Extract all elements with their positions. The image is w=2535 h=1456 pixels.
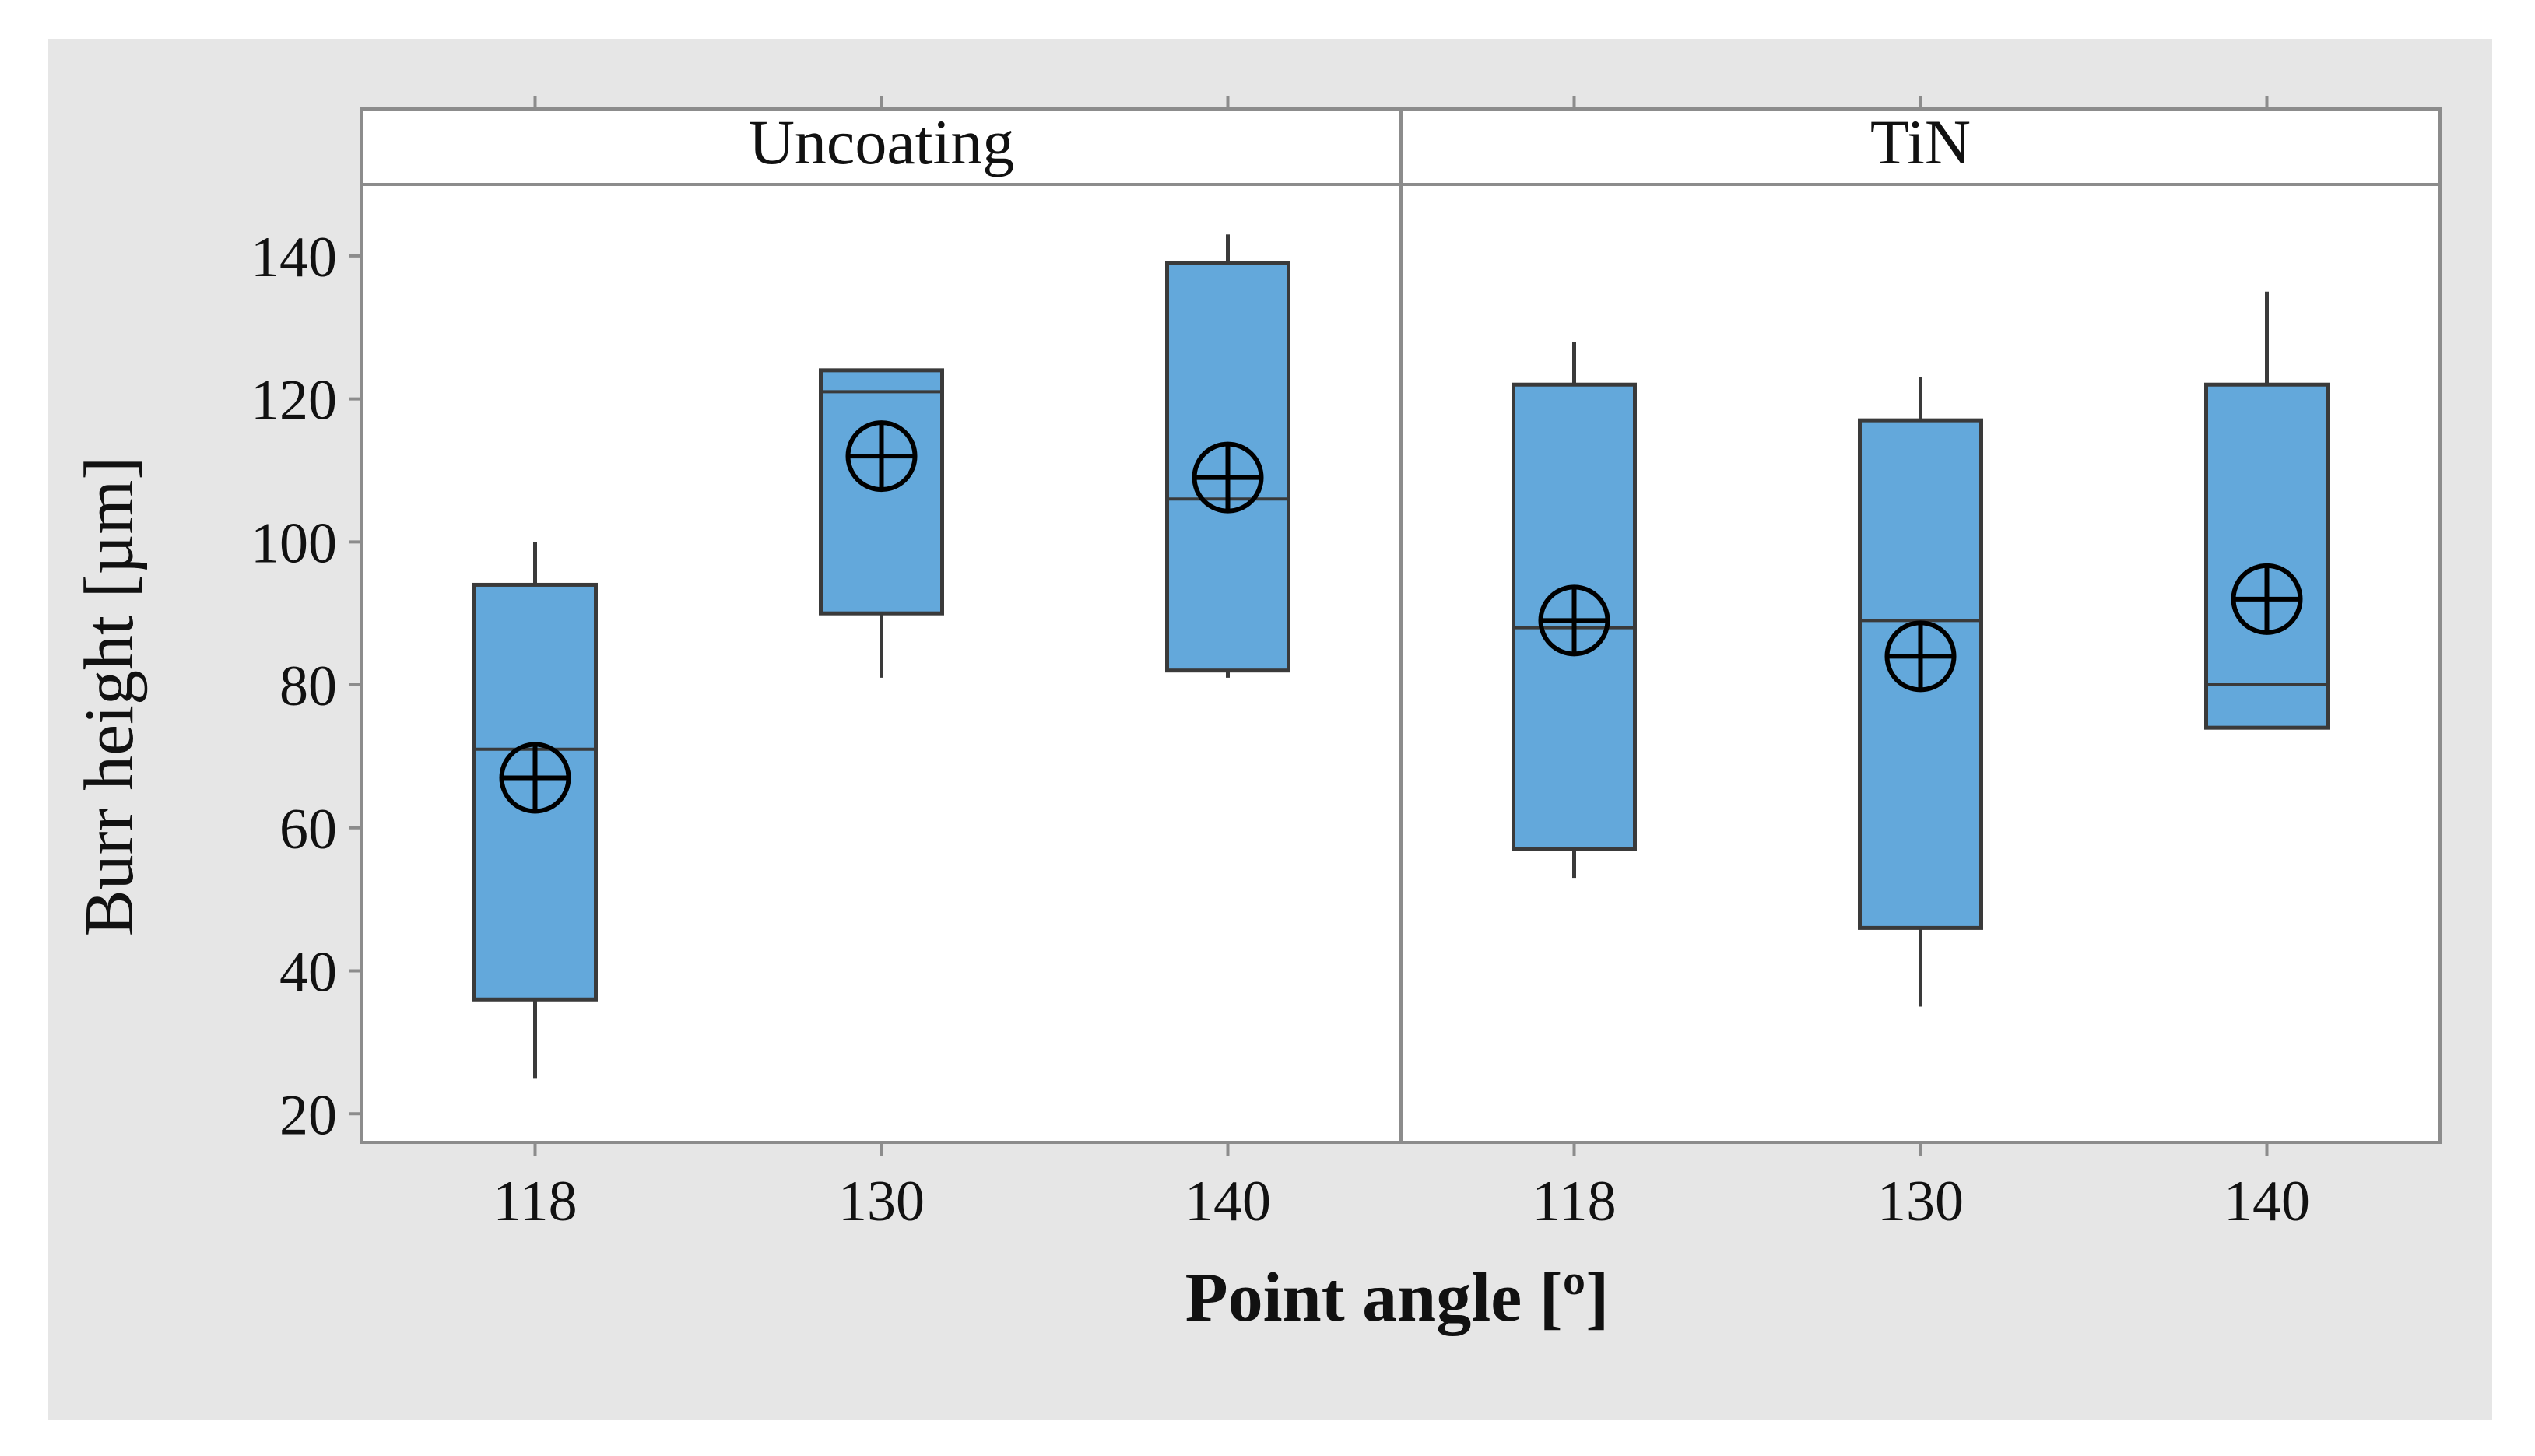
panel-strip-header	[1399, 107, 2442, 186]
box-tin-118	[1512, 342, 1637, 879]
y-tick-label: 40	[279, 941, 337, 1005]
x-tick-label: 140	[1185, 1170, 1271, 1233]
x-tick-label: 130	[1877, 1170, 1964, 1233]
panel-title: TiN	[1870, 107, 1971, 177]
panel-uncoating: Uncoating 118 130 140	[360, 96, 1403, 1233]
panels-group: Uncoating 118 130 140 TiN 118 130 140	[360, 96, 2442, 1233]
mean-marker-icon	[845, 420, 918, 493]
x-axis-title: Point angle [º]	[1185, 1259, 1610, 1336]
panel-tin: TiN 118 130 140	[1399, 96, 2442, 1233]
x-tick-label: 118	[1532, 1170, 1616, 1233]
mean-marker-icon	[499, 742, 571, 814]
x-tick-label: 118	[493, 1170, 577, 1233]
box-tin-130	[1858, 377, 1983, 1007]
y-axis: 20 40 60 80 100 120 140	[251, 226, 362, 1147]
x-tick-label: 140	[2224, 1170, 2310, 1233]
box-uncoating-140	[1165, 234, 1290, 678]
box-uncoating-130	[819, 368, 944, 678]
box-tin-140	[2204, 291, 2330, 730]
y-tick-label: 140	[251, 226, 337, 289]
y-tick-label: 20	[279, 1083, 337, 1147]
y-tick-label: 80	[279, 654, 337, 718]
mean-marker-icon	[1884, 620, 1957, 693]
y-tick-label: 60	[279, 798, 337, 861]
panel-title: Uncoating	[749, 107, 1015, 177]
box-uncoating-118	[472, 542, 598, 1079]
mean-marker-icon	[1192, 441, 1264, 514]
y-axis-title: Burr height [µm]	[71, 457, 148, 937]
mean-marker-icon	[2231, 563, 2303, 635]
y-tick-label: 100	[251, 511, 337, 575]
mean-marker-icon	[1538, 584, 1610, 657]
x-tick-label: 130	[838, 1170, 925, 1233]
y-tick-label: 120	[251, 369, 337, 433]
box-iqr	[2204, 382, 2330, 730]
